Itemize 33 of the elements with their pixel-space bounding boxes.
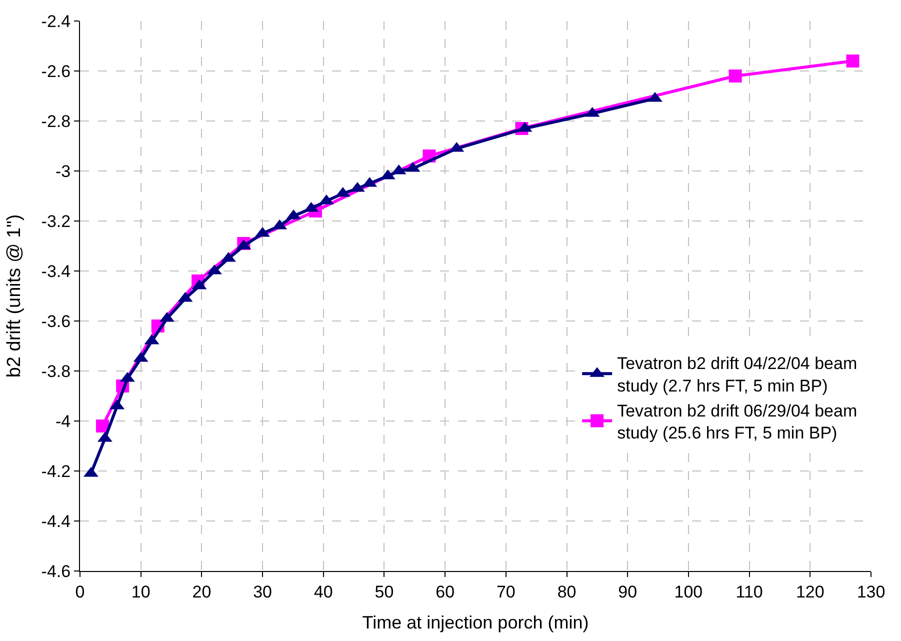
point [96,420,110,432]
point [846,54,860,68]
x-axis-title: Time at injection porch (min) [362,612,589,632]
x-tick-label: 30 [253,582,272,602]
y-tick-label: -4.6 [41,562,71,581]
legend-label: Tevatron b2 drift 04/22/04 beam study (2.7 hrs FT, 5 min BP) [617,354,858,396]
y-tick-label: -4.2 [41,462,71,481]
y-tick-label: -4.4 [41,512,71,531]
x-tick-label: 60 [436,582,455,602]
y-tick-label: -3 [55,162,71,181]
y-tick-label: -3.4 [41,262,71,281]
x-tick-label: 0 [75,582,85,602]
x-tick-label: 20 [192,582,212,602]
y-tick-label: -3.8 [41,362,71,381]
x-tick-label: 10 [131,582,150,602]
y-tick-label: -3.6 [41,312,71,331]
x-tick-label: 130 [856,582,886,602]
x-tick-label: 70 [496,582,516,602]
y-tick-label: -2.4 [41,12,71,31]
x-tick-label: 40 [314,582,333,602]
x-tick-label: 50 [374,582,394,602]
legend-label: Tevatron b2 drift 06/29/04 beam study (25.6 hrs FT, 5 min BP) [617,401,858,442]
x-tick-label: 110 [736,582,763,602]
x-tick-label: 90 [618,582,638,602]
y-tick-label: -4 [55,412,71,431]
point [728,70,742,82]
x-tick-label: 80 [557,582,576,602]
x-tick-label: 120 [796,582,824,602]
y-tick-label: -2.8 [41,112,71,131]
x-tick-label: 100 [674,582,703,602]
y-axis-title: b2 drift (units @ 1") [4,214,26,378]
y-tick-label: -3.2 [41,212,71,231]
y-tick-label: -2.6 [41,62,71,81]
